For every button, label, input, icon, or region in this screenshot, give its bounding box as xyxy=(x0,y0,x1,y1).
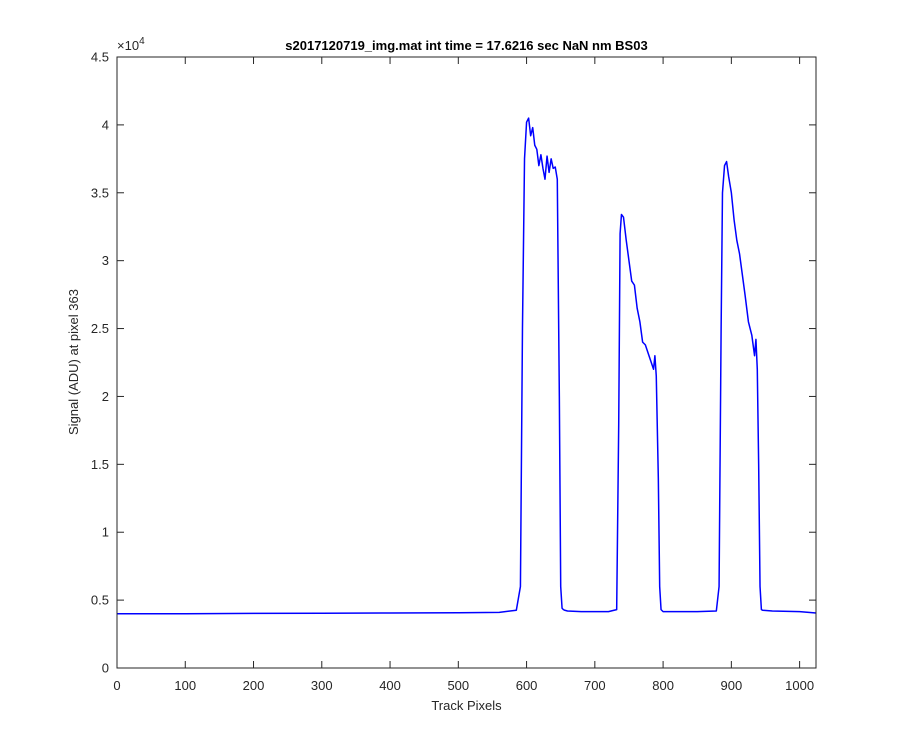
chart-title: s2017120719_img.mat int time = 17.6216 s… xyxy=(285,38,647,53)
x-tick-label: 700 xyxy=(584,678,606,693)
y-tick-label: 0.5 xyxy=(91,593,109,608)
x-tick-label: 800 xyxy=(652,678,674,693)
x-tick-label: 600 xyxy=(516,678,538,693)
x-tick-label: 100 xyxy=(174,678,196,693)
y-tick-label: 2.5 xyxy=(91,321,109,336)
plot-area xyxy=(117,57,816,668)
x-axis-label: Track Pixels xyxy=(431,698,502,713)
y-tick-label: 3.5 xyxy=(91,185,109,200)
y-exponent-label: ×104 xyxy=(117,36,145,53)
x-tick-label: 400 xyxy=(379,678,401,693)
y-tick-label: 4.5 xyxy=(91,50,109,65)
y-exponent-power: 4 xyxy=(139,36,145,47)
y-exponent-base: ×10 xyxy=(117,38,139,53)
x-tick-label: 0 xyxy=(113,678,120,693)
y-tick-label: 3 xyxy=(102,253,109,268)
y-tick-label: 4 xyxy=(102,117,109,132)
x-tick-label: 300 xyxy=(311,678,333,693)
y-tick-label: 2 xyxy=(102,389,109,404)
x-tick-labels: 0 100 200 300 400 500 600 700 800 900 1000 xyxy=(113,678,814,693)
y-tick-label: 1 xyxy=(102,525,109,540)
x-tick-label: 200 xyxy=(243,678,265,693)
y-tick-label: 0 xyxy=(102,661,109,676)
y-axis-label: Signal (ADU) at pixel 363 xyxy=(66,289,81,435)
x-tick-label: 1000 xyxy=(785,678,814,693)
y-tick-label: 1.5 xyxy=(91,457,109,472)
x-tick-label: 900 xyxy=(721,678,743,693)
series-line xyxy=(117,117,817,615)
plot-frame xyxy=(116,56,817,669)
x-tick-label: 500 xyxy=(447,678,469,693)
y-tick-labels: 0 0.5 1 1.5 2 2.5 3 3.5 4 4.5 xyxy=(91,50,109,676)
